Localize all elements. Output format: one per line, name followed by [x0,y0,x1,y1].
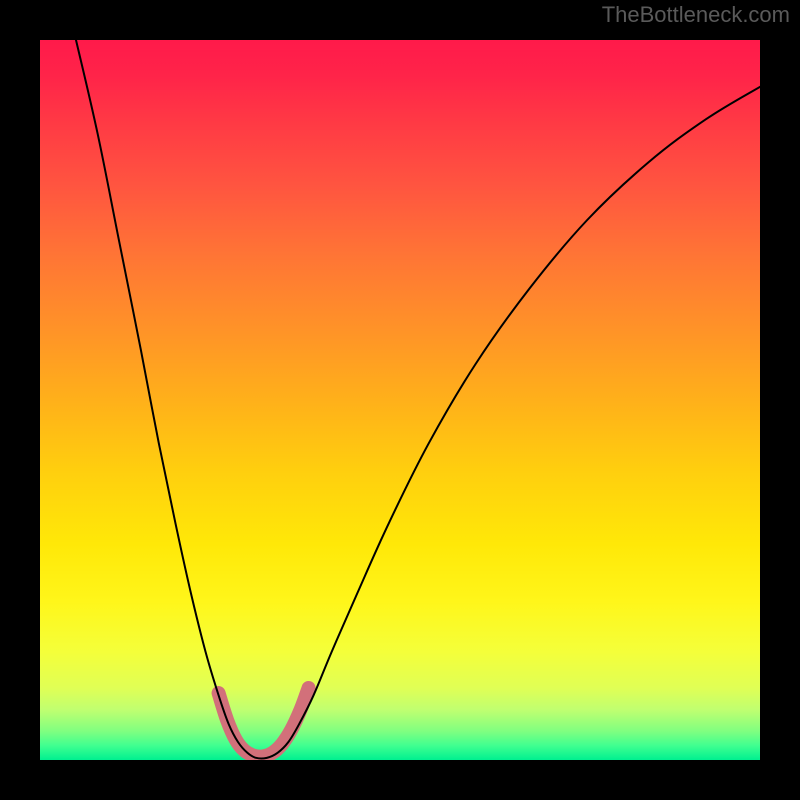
bottleneck-curve [76,40,760,759]
curve-layer [40,40,760,760]
watermark-text: TheBottleneck.com [602,2,790,28]
bottleneck-marker-band [219,688,309,757]
plot-area [40,40,760,760]
